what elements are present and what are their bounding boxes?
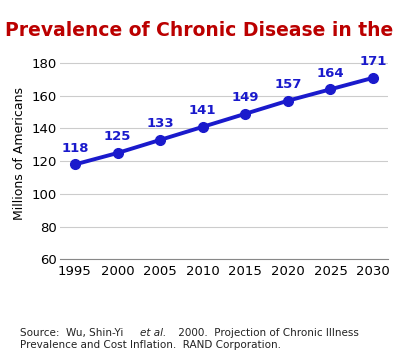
Text: 118: 118 xyxy=(61,142,89,155)
Text: 141: 141 xyxy=(189,104,216,117)
Text: et al.: et al. xyxy=(140,328,166,338)
Title: Prevalence of Chronic Disease in the U.S.: Prevalence of Chronic Disease in the U.S… xyxy=(5,21,400,40)
Text: 171: 171 xyxy=(360,55,387,68)
Text: 164: 164 xyxy=(317,67,344,80)
Text: 133: 133 xyxy=(146,117,174,130)
Y-axis label: Millions of Americans: Millions of Americans xyxy=(13,86,26,220)
Text: 125: 125 xyxy=(104,130,131,143)
Text: Prevalence and Cost Inflation.  RAND Corporation.: Prevalence and Cost Inflation. RAND Corp… xyxy=(20,340,281,350)
Text: Source:  Wu, Shin-Yi: Source: Wu, Shin-Yi xyxy=(20,328,127,338)
Text: 149: 149 xyxy=(232,91,259,104)
Text: 157: 157 xyxy=(274,78,302,91)
Text: 2000.  Projection of Chronic Illness: 2000. Projection of Chronic Illness xyxy=(175,328,358,338)
